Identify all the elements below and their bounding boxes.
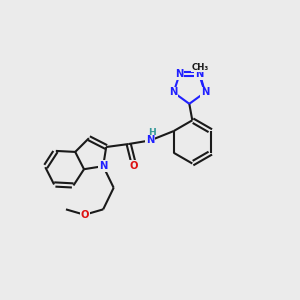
Text: N: N (176, 69, 184, 79)
Text: CH₃: CH₃ (192, 63, 209, 72)
Text: N: N (169, 87, 178, 98)
Text: H: H (148, 128, 156, 136)
Text: N: N (195, 69, 203, 79)
Text: N: N (146, 135, 154, 146)
Text: O: O (80, 210, 89, 220)
Text: N: N (99, 161, 107, 171)
Text: N: N (201, 87, 209, 98)
Text: O: O (130, 160, 138, 171)
